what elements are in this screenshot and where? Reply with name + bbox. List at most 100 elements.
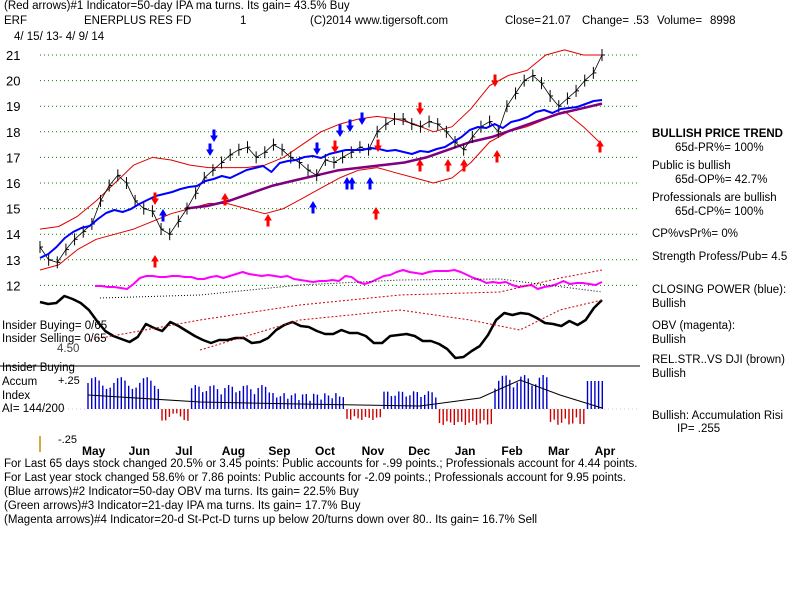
y-tick-label: 15 [6,202,20,217]
pr-value: 65d-PR%= 100% [675,142,764,154]
volume-label: Volume= [657,15,703,27]
footer-green-arrows: (Green arrows)#3 Indicator=21-day IPA ma… [4,500,361,512]
x-month-label: Aug [222,444,245,458]
cp-value: 65d-CP%= 100% [675,206,764,218]
x-month-label: Oct [315,444,335,458]
sell-arrow [491,74,499,87]
sell-arrow [331,140,339,153]
x-month-label: Jul [175,444,192,458]
header-indicator-line: (Red arrows)#1 Indicator=50-day IPA ma t… [4,0,350,12]
obv-ma [99,278,603,299]
y-tick-label: 14 [6,227,20,242]
rel-str-title: REL.STR..VS DJI (brown) [652,354,785,366]
public-title: Public is bullish [652,160,731,172]
obv-scale-label: 4.50 [57,343,80,355]
closing-power-title: CLOSING POWER (blue): [652,284,787,296]
ipa-line [39,294,603,360]
ip-value: IP= .255 [677,423,721,435]
index-label: Index [2,390,31,402]
y-tick-label: 12 [6,278,20,293]
close-label: Close= [505,15,542,27]
sell-arrow [206,143,214,156]
x-month-label: Jun [129,444,150,458]
footer-65day: For Last 65 days stock changed 20.5% or … [4,458,638,470]
buy-arrow [460,159,468,172]
accum-ma-line [87,379,603,409]
buy-arrow [372,207,380,220]
bullish-trend-title: BULLISH PRICE TREND [652,128,783,140]
buy-arrow [348,177,356,190]
accum-tick-pos: +.25 [58,375,80,387]
sell-arrow [374,139,382,152]
sell-arrow [416,102,424,115]
moving-average-line [184,102,603,210]
footer-blue-arrows: (Blue arrows)#2 Indicator=50-day OBV ma … [4,486,359,498]
op-value: 65d-OP%= 42.7% [675,174,768,186]
x-month-label: Nov [362,444,385,458]
change-label: Change= [582,15,629,27]
insider-buying-ratio: Insider Buying= 0/65 [2,320,108,332]
accum-status: Bullish: Accumulation Risi [652,410,784,422]
y-tick-label: 18 [6,125,20,140]
strength-ratio: Strength Profess/Pub= 4.5 [652,251,788,263]
close-value: 21.07 [542,15,571,27]
closing-power-line [39,99,603,259]
x-month-label: Jan [455,444,476,458]
obv-line [95,269,603,290]
insider-selling-ratio: Insider Selling= 0/65 [2,333,107,345]
x-month-label: Sep [268,444,290,458]
lower-band-line [39,110,603,271]
accum-tick-neg: -.25 [58,434,77,446]
y-tick-label: 17 [6,150,20,165]
ipa-ma [199,299,603,351]
closing-power-value: Bullish [652,298,686,310]
obv-value: Bullish [652,334,686,346]
copyright: (C)2014 www.tigersoft.com [310,15,449,27]
y-tick-label: 19 [6,99,20,114]
upper-band-line [39,49,602,230]
buy-arrow [151,255,159,268]
x-month-label: Mar [548,444,570,458]
x-month-label: Apr [595,444,616,458]
y-tick-label: 21 [6,48,20,63]
buy-arrow [366,177,374,190]
sell-arrow [336,124,344,137]
x-month-label: Feb [501,444,522,458]
y-tick-label: 13 [6,253,20,268]
buy-arrow [416,159,424,172]
footer-magenta-arrows: (Magenta arrows)#4 Indicator=20-d St-Pct… [4,514,538,526]
ai-value: AI= 144/200 [2,403,65,415]
buy-arrow [444,159,452,172]
buy-arrow [264,214,272,227]
sell-arrow [151,192,159,205]
buy-arrow [309,201,317,214]
sell-arrow [313,142,321,155]
accum-label: Accum [2,376,38,388]
y-tick-label: 20 [6,74,20,89]
rel-str-value: Bullish [652,368,686,380]
footer-year: For Last year stock changed 58.6% or 7.8… [4,472,626,484]
y-tick-label: 16 [6,176,20,191]
price-line [39,54,603,263]
sell-arrow [210,129,218,142]
closing-power-ma [89,269,603,341]
header-one: 1 [240,15,247,27]
pros-title: Professionals are bullish [652,192,777,204]
buy-arrow [159,209,167,222]
volume-value: 8998 [710,15,736,27]
buy-arrow [596,140,604,153]
obv-title: OBV (magenta): [652,320,736,332]
date-range: 4/ 15/ 13- 4/ 9/ 14 [14,31,105,43]
ticker-symbol: ERF [4,15,27,27]
company-name: ENERPLUS RES FD [84,15,192,27]
cp-vs-pr: CP%vsPr%= 0% [652,228,738,240]
sell-arrow [346,119,354,132]
buy-arrow [221,193,229,206]
x-month-label: Dec [408,444,430,458]
x-month-label: May [82,444,106,458]
change-value: .53 [633,15,649,27]
buy-arrow [493,150,501,163]
insider-buying-label: Insider Buying [2,362,75,374]
sell-arrow [358,112,366,125]
